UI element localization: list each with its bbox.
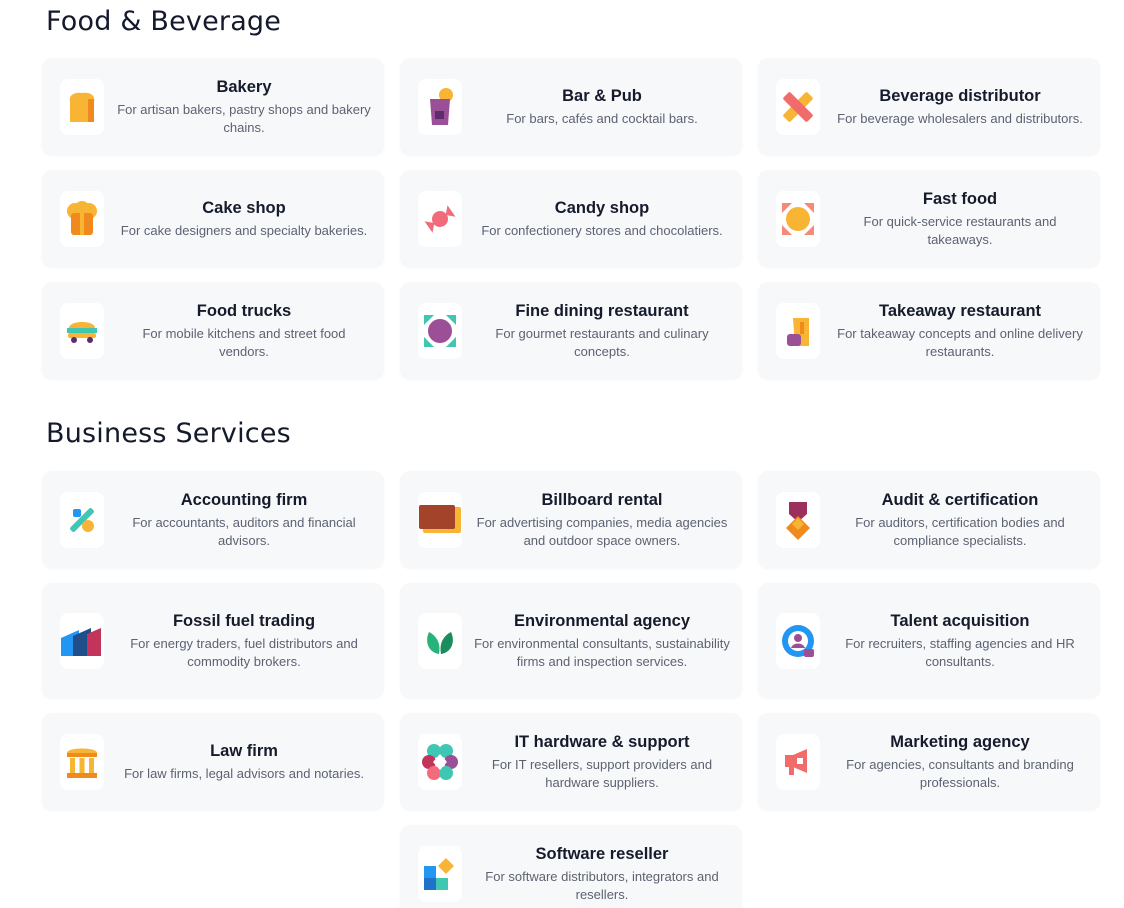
icon-box bbox=[418, 78, 462, 135]
wrapped-candy-icon bbox=[423, 202, 457, 236]
icon-box bbox=[418, 612, 462, 669]
food-truck-icon bbox=[65, 318, 99, 344]
icon-box bbox=[776, 612, 820, 669]
card-title: Talent acquisition bbox=[890, 611, 1030, 630]
plate-icon bbox=[422, 313, 458, 349]
card-description: For confectionery stores and chocolatier… bbox=[481, 222, 723, 238]
card-description: For auditors, certification bodies and c… bbox=[855, 514, 1065, 548]
card-fast-food[interactable]: Fast food For quick-service restaurants a… bbox=[758, 170, 1100, 267]
icon-box bbox=[776, 733, 820, 790]
card-description: For accountants, auditors and financial … bbox=[132, 514, 356, 548]
courthouse-icon bbox=[65, 745, 99, 779]
card-description: For software distributors, integrators a… bbox=[485, 868, 719, 902]
card-title: Cake shop bbox=[202, 198, 286, 217]
card-description: For agencies, consultants and branding p… bbox=[846, 756, 1074, 790]
icon-box bbox=[60, 302, 104, 359]
card-title: Software reseller bbox=[535, 844, 669, 863]
card-description: For law firms, legal advisors and notari… bbox=[124, 765, 364, 781]
icon-box bbox=[418, 491, 462, 548]
card-description: For quick-service restaurants and takeaw… bbox=[863, 213, 1057, 247]
card-title: Audit & certification bbox=[881, 490, 1039, 509]
factory-icon bbox=[61, 626, 103, 656]
card-takeaway-restaurant[interactable]: Takeaway restaurant For takeaway concepts… bbox=[758, 282, 1100, 379]
card-audit-certification[interactable]: Audit & certification For auditors, certi… bbox=[758, 471, 1100, 568]
card-title: Bar & Pub bbox=[562, 86, 642, 105]
icon-box bbox=[418, 190, 462, 247]
chef-hat-icon bbox=[65, 200, 99, 237]
card-software-reseller[interactable]: Software reseller For software distributo… bbox=[400, 825, 742, 908]
cocktail-glass-icon bbox=[424, 87, 456, 127]
card-description: For takeaway concepts and online deliver… bbox=[837, 325, 1083, 359]
network-icon bbox=[420, 742, 460, 782]
card-title: Takeaway restaurant bbox=[878, 301, 1042, 320]
card-description: For advertising companies, media agencie… bbox=[476, 514, 728, 548]
card-description: For mobile kitchens and street food vend… bbox=[142, 325, 346, 359]
card-title: Law firm bbox=[210, 741, 278, 760]
card-description: For bars, cafés and cocktail bars. bbox=[506, 110, 698, 126]
card-billboard-rental[interactable]: Billboard rental For advertising companie… bbox=[400, 471, 742, 568]
takeaway-bag-icon bbox=[783, 314, 813, 348]
burger-icon bbox=[780, 201, 816, 237]
card-description: For artisan bakers, pastry shops and bak… bbox=[117, 101, 371, 135]
bread-icon bbox=[66, 90, 98, 124]
icon-box bbox=[776, 302, 820, 359]
card-candy-shop[interactable]: Candy shop For confectionery stores and c… bbox=[400, 170, 742, 267]
search-person-icon bbox=[780, 623, 816, 659]
card-description: For beverage wholesalers and distributor… bbox=[837, 110, 1083, 126]
card-title: Marketing agency bbox=[890, 732, 1030, 751]
icon-box bbox=[60, 491, 104, 548]
badge-icon bbox=[783, 500, 813, 540]
leaf-icon bbox=[425, 626, 455, 656]
icon-box bbox=[60, 612, 104, 669]
card-environmental-agency[interactable]: Environmental agency For environmental co… bbox=[400, 583, 742, 698]
percent-icon bbox=[67, 505, 97, 535]
icon-box bbox=[60, 190, 104, 247]
card-description: For IT resellers, support providers and … bbox=[491, 756, 713, 790]
billboard-icon bbox=[419, 504, 461, 535]
card-title: Fossil fuel trading bbox=[172, 611, 316, 630]
card-fine-dining-restaurant[interactable]: Fine dining restaurant For gourmet restau… bbox=[400, 282, 742, 379]
icon-box bbox=[418, 302, 462, 359]
section-title-business-services: Business Services bbox=[46, 418, 291, 449]
card-title: Environmental agency bbox=[513, 611, 691, 630]
card-bakery[interactable]: Bakery For artisan bakers, pastry shops a… bbox=[42, 58, 384, 155]
card-food-trucks[interactable]: Food trucks For mobile kitchens and stree… bbox=[42, 282, 384, 379]
icon-box bbox=[418, 733, 462, 790]
app-blocks-icon bbox=[422, 856, 458, 892]
icon-box bbox=[418, 845, 462, 902]
icon-box bbox=[776, 491, 820, 548]
card-title: Candy shop bbox=[554, 198, 650, 217]
card-it-hardware-support[interactable]: IT hardware & support For IT resellers, s… bbox=[400, 713, 742, 810]
card-title: Billboard rental bbox=[541, 490, 663, 509]
megaphone-icon bbox=[783, 747, 813, 777]
card-description: For gourmet restaurants and culinary con… bbox=[495, 325, 709, 359]
icon-box bbox=[776, 190, 820, 247]
card-fossil-fuel-trading[interactable]: Fossil fuel trading For energy traders, f… bbox=[42, 583, 384, 698]
card-talent-acquisition[interactable]: Talent acquisition For recruiters, staffi… bbox=[758, 583, 1100, 698]
card-accounting-firm[interactable]: Accounting firm For accountants, auditors… bbox=[42, 471, 384, 568]
section-title-food-beverage: Food & Beverage bbox=[46, 6, 282, 37]
card-marketing-agency[interactable]: Marketing agency For agencies, consultant… bbox=[758, 713, 1100, 810]
card-beverage-distributor[interactable]: Beverage distributor For beverage wholesa… bbox=[758, 58, 1100, 155]
card-title: Accounting firm bbox=[180, 490, 308, 509]
card-title: Fast food bbox=[922, 189, 998, 208]
card-title: Bakery bbox=[216, 77, 272, 96]
card-description: For environmental consultants, sustainab… bbox=[474, 635, 730, 669]
card-cake-shop[interactable]: Cake shop For cake designers and specialt… bbox=[42, 170, 384, 267]
icon-box bbox=[60, 78, 104, 135]
card-title: Beverage distributor bbox=[879, 86, 1041, 105]
icon-box bbox=[60, 733, 104, 790]
card-description: For cake designers and specialty bakerie… bbox=[120, 222, 368, 238]
icon-box bbox=[776, 78, 820, 135]
card-law-firm[interactable]: Law firm For law firms, legal advisors an… bbox=[42, 713, 384, 810]
card-description: For recruiters, staffing agencies and HR… bbox=[845, 635, 1075, 669]
card-title: Food trucks bbox=[196, 301, 292, 320]
card-description: For energy traders, fuel distributors an… bbox=[130, 635, 358, 669]
card-title: IT hardware & support bbox=[514, 732, 690, 751]
card-bar-pub[interactable]: Bar & Pub For bars, cafés and cocktail ba… bbox=[400, 58, 742, 155]
crossed-bottles-icon bbox=[781, 90, 815, 124]
card-title: Fine dining restaurant bbox=[515, 301, 689, 320]
